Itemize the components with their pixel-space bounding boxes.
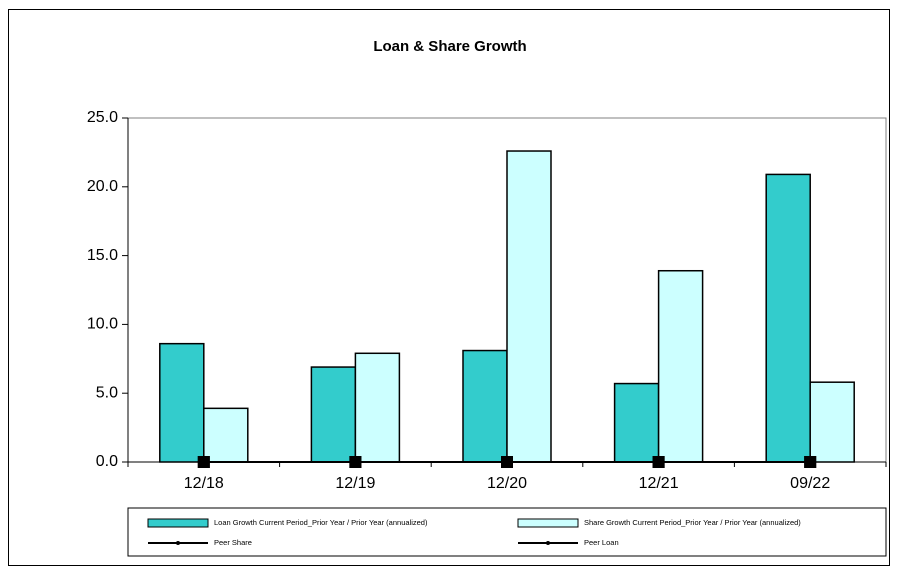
legend-marker <box>546 541 550 545</box>
bar <box>657 269 704 463</box>
y-tick-label: 10.0 <box>87 316 118 333</box>
x-tick-label: 09/22 <box>790 475 830 492</box>
point <box>349 456 362 468</box>
y-tick-label: 5.0 <box>96 384 118 401</box>
bar <box>462 349 508 463</box>
bar <box>613 382 660 463</box>
legend-marker <box>176 541 180 545</box>
chart-title: Loan & Share Growth <box>373 38 526 55</box>
point <box>501 456 513 468</box>
bar <box>765 173 811 463</box>
legend-label: Peer Loan <box>584 538 619 547</box>
point <box>804 456 817 468</box>
bar <box>809 381 855 463</box>
x-tick-label: 12/20 <box>487 475 527 492</box>
y-tick-label: 15.0 <box>87 247 118 264</box>
legend-swatch <box>147 518 209 528</box>
legend-label: Loan Growth Current Period_Prior Year / … <box>214 518 428 527</box>
y-tick-label: 0.0 <box>96 453 118 470</box>
point <box>652 456 665 468</box>
bar <box>354 352 401 463</box>
legend-swatch <box>517 518 579 528</box>
legend-box <box>127 507 887 557</box>
x-tick-label: 12/21 <box>639 475 679 492</box>
point <box>197 456 210 468</box>
x-tick-label: 12/19 <box>335 475 375 492</box>
bar <box>506 150 552 463</box>
bar <box>203 407 249 463</box>
x-tick-label: 12/18 <box>184 475 224 492</box>
bar <box>159 342 205 463</box>
legend-label: Peer Share <box>214 538 252 547</box>
bar <box>310 366 357 463</box>
y-tick-label: 20.0 <box>87 178 118 195</box>
y-tick-label: 25.0 <box>87 109 118 126</box>
chart-border <box>8 9 890 566</box>
legend-label: Share Growth Current Period_Prior Year /… <box>584 518 801 527</box>
